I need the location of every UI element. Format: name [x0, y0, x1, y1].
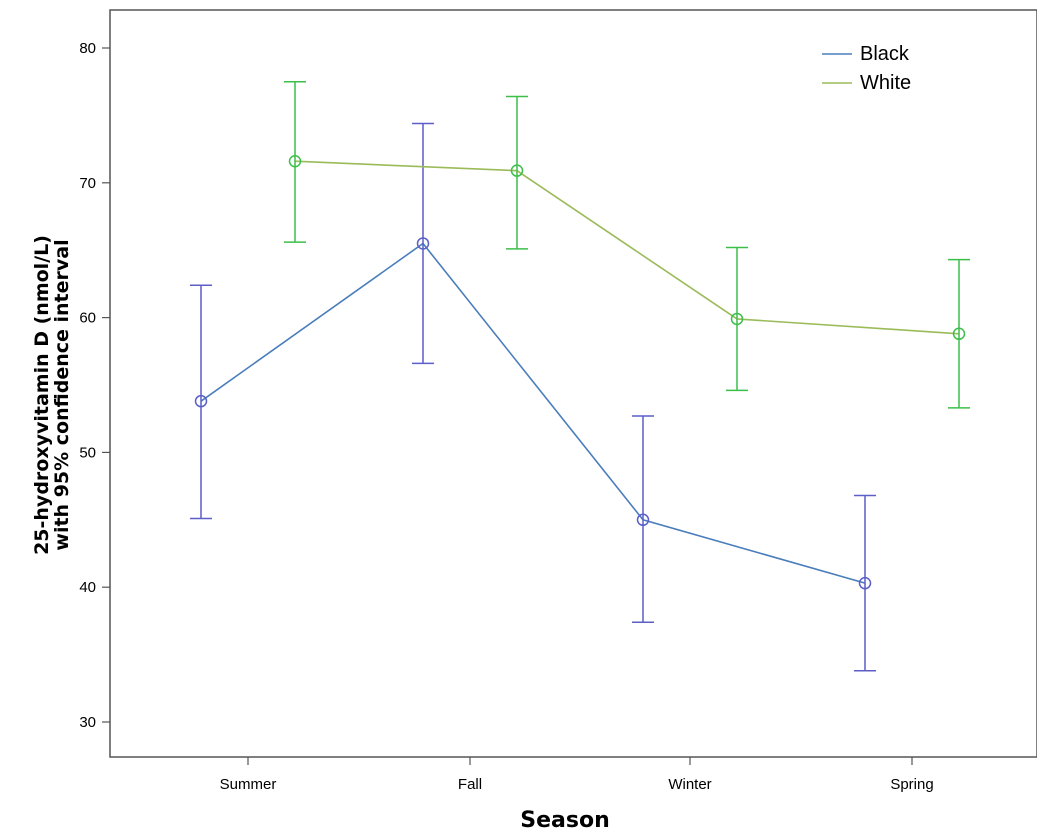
y-tick-label: 40 [79, 579, 96, 596]
error-bar-black [854, 494, 876, 672]
y-tick-label: 50 [79, 444, 96, 461]
error-bar-black [190, 284, 212, 520]
y-tick-label: 30 [79, 714, 96, 731]
y-tick-label: 80 [79, 40, 96, 57]
series-line-white [294, 160, 960, 335]
y-axis: 30 40 50 60 70 80 [79, 40, 110, 731]
plot-frame [109, 9, 1037, 758]
error-bar-white [284, 80, 306, 243]
data-point-white [510, 164, 524, 177]
x-tick-label: Spring [890, 776, 933, 793]
data-point-black [858, 576, 872, 590]
data-point-white [288, 154, 302, 168]
data-point-white [952, 327, 966, 341]
x-axis: Summer Fall Winter Spring [220, 757, 934, 793]
data-point-black [636, 513, 650, 527]
error-bar-white [726, 246, 748, 392]
x-tick-label: Fall [458, 776, 482, 793]
series-layer [190, 80, 970, 672]
error-bar-white [506, 95, 528, 250]
error-bar-black [632, 415, 654, 623]
x-tick-label: Winter [668, 776, 711, 793]
data-point-white [730, 312, 744, 326]
error-bar-black [412, 122, 434, 365]
y-tick-label: 70 [79, 175, 96, 192]
x-tick-label: Summer [220, 776, 277, 793]
error-bar-white [948, 258, 970, 409]
y-axis-title-line1: 25-hydroxyvitamin D (nmol/L) [31, 235, 53, 555]
series-line-black [200, 242, 866, 584]
legend-label-white: White [860, 72, 911, 94]
legend-label-black: Black [860, 43, 910, 65]
x-axis-title: Season [520, 808, 609, 833]
data-point-black [194, 394, 208, 408]
data-point-black [416, 237, 430, 250]
y-tick-label: 60 [79, 310, 96, 327]
y-axis-title-line2: with 95% confidence interval [51, 239, 73, 550]
legend: Black White [822, 43, 911, 94]
